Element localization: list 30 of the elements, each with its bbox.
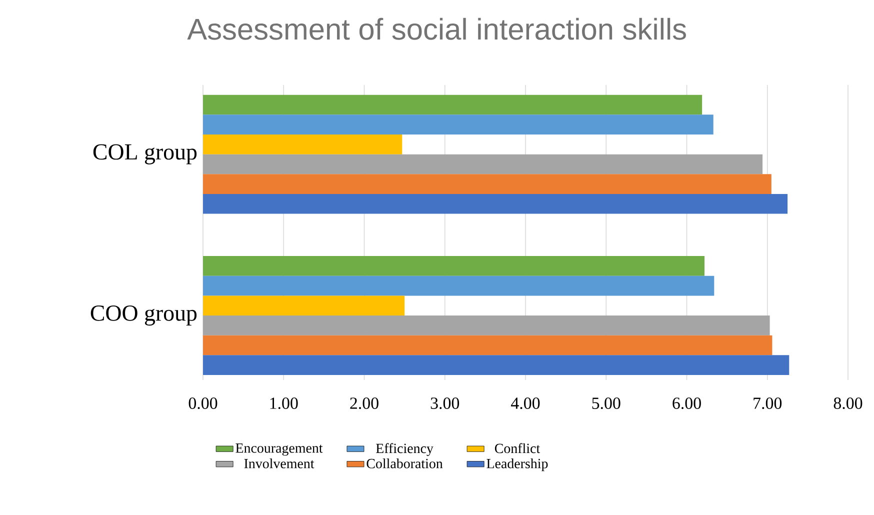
x-tick-label: 3.00 xyxy=(430,398,460,410)
bar xyxy=(203,194,788,214)
legend-label: Encouragement xyxy=(236,444,323,456)
x-tick-label: 6.00 xyxy=(672,398,701,410)
x-tick-label: 5.00 xyxy=(592,398,620,410)
bar xyxy=(203,174,772,194)
bar xyxy=(203,256,704,276)
bar xyxy=(203,316,770,336)
bar xyxy=(203,355,790,376)
bar xyxy=(203,94,702,115)
bar xyxy=(203,335,772,356)
x-tick-label: 0.00 xyxy=(188,398,218,410)
bar xyxy=(203,296,405,316)
bar xyxy=(203,134,402,154)
x-tick-label: 1.00 xyxy=(270,398,298,410)
legend-label: Efficiency xyxy=(376,443,434,456)
y-tick-label: COO group xyxy=(90,305,197,326)
x-tick-label: 2.00 xyxy=(350,398,378,410)
legend-label: Conflict xyxy=(494,443,540,454)
legend-label: Leadership xyxy=(486,458,548,472)
x-tick-label: 8.00 xyxy=(834,398,862,410)
y-tick-label: COL group xyxy=(93,144,197,164)
bar xyxy=(203,114,714,134)
bar xyxy=(203,154,763,174)
x-tick-label: 4.00 xyxy=(511,398,540,410)
legend-label: Involvement xyxy=(244,458,314,468)
bar xyxy=(203,276,714,296)
x-tick-label: 7.00 xyxy=(754,398,782,410)
chart-title: Assessment of social interaction skills xyxy=(187,18,686,40)
legend-label: Collaboration xyxy=(366,458,443,468)
